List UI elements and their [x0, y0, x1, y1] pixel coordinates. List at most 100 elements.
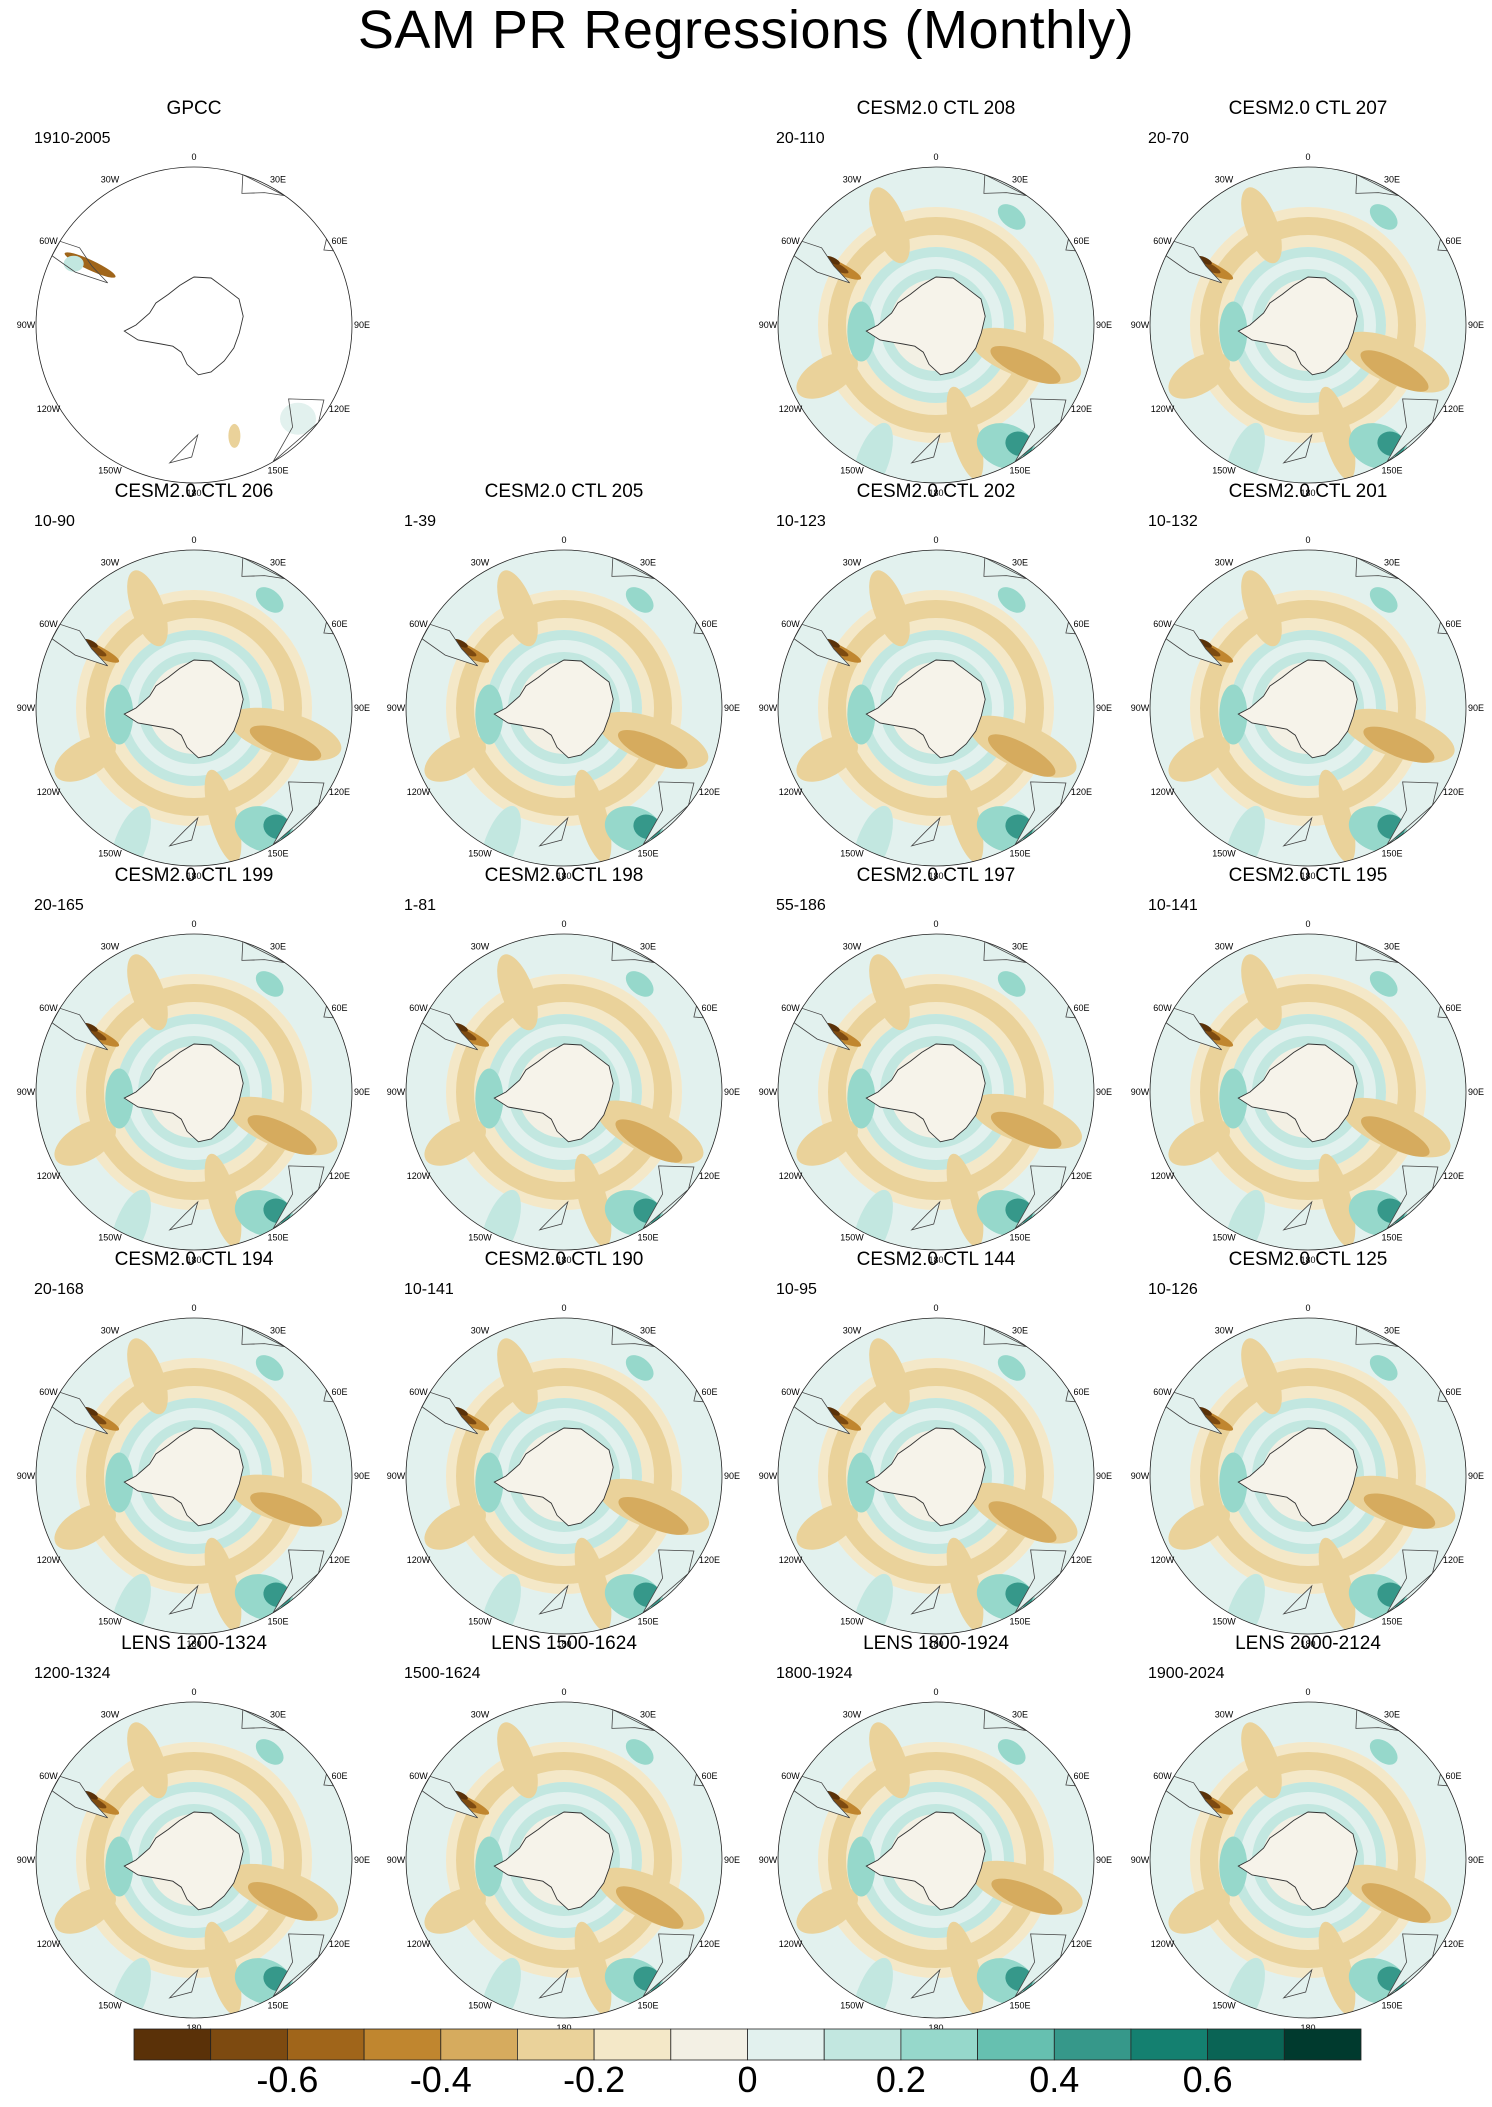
land-coastline	[642, 781, 695, 846]
longitude-label: 30W	[843, 175, 862, 185]
map-boundary	[777, 1317, 1095, 1635]
longitude-label: 150W	[840, 1617, 864, 1627]
amundsen-positive	[847, 1836, 876, 1897]
atlantic-negative	[1241, 187, 1282, 264]
longitude-label: 60W	[1153, 1771, 1172, 1781]
longitude-label: 90E	[1096, 1471, 1112, 1481]
antarctica-coastline	[865, 659, 986, 759]
longitude-label: 120W	[1151, 1939, 1175, 1949]
map-boundary	[35, 166, 353, 484]
panel-title: CESM2.0 CTL 205	[484, 481, 644, 502]
pacific-negative-arc	[946, 1537, 984, 1631]
longitude-label: 150E	[1009, 1617, 1030, 1627]
southeast-pacific-negative	[796, 352, 858, 399]
longitude-label: 30E	[1012, 942, 1028, 952]
atlantic-negative	[1241, 1722, 1282, 1799]
longitude-label: 120E	[1071, 1939, 1092, 1949]
indian-ocean-negative-core	[618, 1496, 689, 1535]
longitude-label: 120E	[329, 1939, 350, 1949]
amundsen-positive	[1219, 1068, 1248, 1129]
longitude-label: 120E	[1443, 1939, 1464, 1949]
pacific-negative-arc	[204, 1153, 242, 1247]
pacific-negative-arc	[946, 1921, 984, 2015]
longitude-label: 30E	[640, 558, 656, 568]
longitude-label: 150E	[267, 1233, 288, 1243]
longitude-label: 30W	[843, 942, 862, 952]
longitude-label: 90W	[17, 703, 36, 713]
longitude-label: 180	[186, 488, 201, 498]
pacific-negative-arc	[574, 1537, 612, 1631]
midlatitude-negative-band	[818, 1358, 1054, 1594]
longitude-label: 30E	[270, 175, 286, 185]
pacific-negative-arc	[1318, 1537, 1356, 1631]
amundsen-positive	[1219, 301, 1248, 362]
atlantic-negative	[127, 1722, 168, 1799]
south-africa-positive	[1369, 1739, 1398, 1765]
atlantic-negative	[869, 1338, 910, 1415]
land-coastline	[538, 1200, 569, 1231]
subpolar-positive-band	[116, 1782, 272, 1938]
longitude-label: 120E	[1443, 787, 1464, 797]
longitude-label: 60E	[1073, 1387, 1089, 1397]
indian-ocean-negative-core	[991, 1878, 1063, 1915]
amundsen-positive	[1219, 684, 1248, 745]
field-layer	[406, 1702, 722, 2018]
longitude-label: 30E	[270, 942, 286, 952]
land-coastline	[538, 1584, 569, 1615]
longitude-label: 0	[561, 535, 566, 545]
map-panel-ctl208: CESM2.0 CTL 208 20-110 0 30E 60E 90E 120E 150E 1…	[750, 98, 1122, 498]
longitude-label: 150E	[267, 1617, 288, 1627]
longitude-label: 180	[186, 2023, 201, 2033]
longitude-label: 60W	[39, 236, 58, 246]
southeast-pacific-negative	[424, 1503, 486, 1550]
panel-title: CESM2.0 CTL 197	[856, 865, 1016, 886]
longitude-label: 60E	[1073, 1771, 1089, 1781]
map-boundary	[777, 933, 1095, 1251]
longitude-label: 60W	[409, 1003, 428, 1013]
field-layer	[1150, 934, 1466, 1250]
longitude-label: 150W	[840, 2001, 864, 2011]
land-coastline	[272, 1933, 325, 1998]
midlatitude-negative-band	[446, 974, 682, 1210]
polar-map: 0 30E 60E 90E 120E 150E 180 150W 120W 90W 60W 30W	[387, 1687, 740, 2033]
longitude-label: 150W	[840, 1233, 864, 1243]
land-coastline	[910, 816, 941, 847]
panel-period: 10-126	[1148, 1281, 1198, 1298]
colorbar-box	[593, 2028, 672, 2061]
land-coastline	[910, 1968, 941, 1999]
longitude-label: 90E	[1468, 320, 1484, 330]
longitude-label: 0	[933, 1687, 938, 1697]
longitude-label: 120W	[1151, 1171, 1175, 1181]
longitude-label: 0	[191, 919, 196, 929]
southeast-pacific-negative	[54, 1503, 116, 1550]
panel-period: 10-123	[776, 513, 826, 530]
panel-period: 10-132	[1148, 513, 1198, 530]
land-coastline	[1386, 1549, 1439, 1614]
indian-ocean-negative-core	[1360, 350, 1429, 392]
field-layer	[406, 934, 722, 1250]
amundsen-positive	[847, 684, 876, 745]
subpolar-positive-band	[486, 1782, 642, 1938]
longitude-label: 0	[1305, 152, 1310, 162]
panel-title: CESM2.0 CTL 190	[484, 1249, 644, 1270]
longitude-label: 180	[928, 1639, 943, 1649]
indian-ocean-negative-core	[615, 1119, 683, 1163]
longitude-label: 30E	[1012, 1710, 1028, 1720]
longitude-label: 30W	[1215, 1326, 1234, 1336]
atlantic-negative	[127, 570, 168, 647]
indian-ocean-negative-core	[1363, 726, 1435, 763]
polar-map: 0 30E 60E 90E 120E 150E 180 150W 120W 90W 60W 30W	[1131, 152, 1484, 498]
indian-ocean-negative-core	[249, 725, 322, 761]
land-coastline	[1282, 1968, 1313, 1999]
subpolar-positive-band	[116, 1398, 272, 1554]
indian-ocean-negative-core	[990, 345, 1061, 384]
panel-title: LENS 1200-1324	[121, 1633, 267, 1654]
longitude-label: 60E	[701, 1771, 717, 1781]
longitude-label: 30E	[270, 558, 286, 568]
longitude-label: 90W	[1131, 703, 1150, 713]
colorbar-box	[210, 2028, 288, 2061]
amundsen-positive	[105, 684, 134, 745]
panel-title: CESM2.0 CTL 144	[856, 1249, 1016, 1270]
colorbar-box	[1053, 2028, 1132, 2061]
longitude-label: 60W	[1153, 619, 1172, 629]
